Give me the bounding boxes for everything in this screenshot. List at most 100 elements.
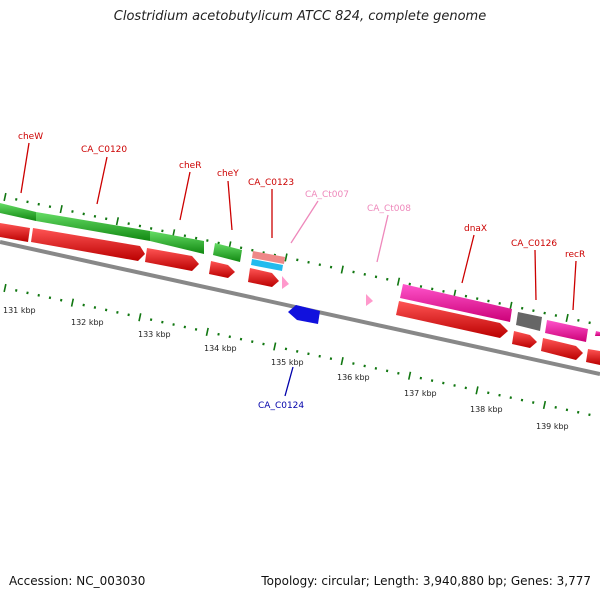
tick-mark (509, 396, 512, 400)
cds-arrow[interactable] (396, 301, 508, 338)
gene-CA_C0123-block[interactable] (252, 251, 285, 264)
tick-mark (116, 310, 119, 314)
tick-mark (565, 408, 569, 412)
tick-mark (217, 332, 220, 336)
cds-arrow[interactable] (31, 228, 145, 261)
tick-mark (442, 289, 445, 293)
tick-mark (295, 349, 299, 353)
tick-mark (15, 289, 18, 292)
summary-text: Topology: circular; Length: 3,940,880 bp… (261, 574, 591, 588)
tick-mark (396, 277, 401, 286)
cds-arrow[interactable] (248, 268, 279, 287)
cds-arrow[interactable] (209, 261, 235, 278)
tick-mark (37, 293, 40, 297)
gene-recR-block[interactable] (545, 320, 588, 342)
tick-mark (588, 413, 591, 417)
tick-mark (340, 357, 344, 366)
cds-arrow[interactable] (541, 338, 583, 360)
tick-mark (82, 303, 85, 307)
tick-mark (104, 308, 108, 312)
tick-mark (588, 321, 591, 325)
tick-mark (430, 287, 434, 291)
leader-line (179, 171, 191, 221)
tick-mark (520, 306, 524, 310)
leader-line (376, 214, 389, 263)
gene-label-cheY[interactable]: cheY (217, 169, 239, 179)
scale-label: 137 kbp (404, 389, 437, 398)
tick-mark (307, 352, 310, 356)
tick-mark (374, 275, 378, 279)
tick-mark (307, 260, 310, 264)
cds-arrow[interactable] (0, 223, 30, 242)
gene-label-recR[interactable]: recR (565, 250, 585, 260)
tick-mark (48, 296, 52, 300)
gene-label-CA_C0120[interactable]: CA_C0120 (81, 145, 127, 155)
gene-cheY-block[interactable] (213, 243, 242, 262)
tick-mark (104, 217, 108, 221)
gene-label-CA_Ct008[interactable]: CA_Ct008 (367, 204, 411, 214)
gene-label-CA_C0123[interactable]: CA_C0123 (248, 178, 294, 188)
tick-mark (577, 318, 580, 322)
tick-mark (37, 202, 40, 206)
tick-mark (127, 222, 130, 225)
gene-dnaX-block[interactable] (400, 284, 512, 322)
gene-CA_C0124-block[interactable] (288, 305, 320, 324)
tick-mark (3, 283, 7, 293)
gene-cheR-block[interactable] (150, 231, 204, 254)
tick-mark (532, 309, 535, 313)
gene-label-CA_Ct007[interactable]: CA_Ct007 (305, 190, 349, 200)
gene-label-cheR[interactable]: cheR (179, 161, 201, 171)
cds-arrow[interactable] (145, 248, 199, 271)
tick-mark (161, 320, 164, 324)
tick-mark (576, 410, 580, 414)
trna-CA_Ct007-marker[interactable] (282, 276, 289, 289)
tick-mark (194, 328, 198, 331)
leader-line (227, 180, 233, 231)
tick-mark (498, 302, 501, 305)
tick-mark (397, 371, 400, 375)
tick-mark (565, 313, 569, 323)
tick-mark (15, 198, 18, 201)
tick-mark (273, 342, 277, 351)
gene-cheW-block[interactable] (0, 203, 36, 221)
gene-label-dnaX[interactable]: dnaX (464, 224, 487, 234)
trna-CA_Ct008-marker[interactable] (366, 294, 373, 306)
tick-mark (329, 357, 333, 361)
tick-mark (352, 362, 355, 365)
tick-mark (542, 400, 547, 410)
scale-label: 133 kbp (138, 330, 171, 339)
tick-mark (82, 212, 85, 216)
gene-label-cheW[interactable]: cheW (18, 132, 43, 142)
tick-mark (93, 306, 97, 309)
tick-mark (386, 277, 389, 281)
tick-mark (26, 200, 29, 204)
tick-mark (239, 246, 243, 250)
tick-mark (59, 205, 63, 214)
cds-arrow[interactable] (586, 349, 600, 365)
tick-mark (205, 327, 209, 336)
tick-mark (520, 398, 524, 402)
tick-mark (115, 217, 120, 226)
gene-magenta-edge[interactable] (595, 331, 600, 336)
tick-mark (352, 270, 355, 274)
tick-mark (419, 285, 423, 288)
tick-mark (93, 214, 97, 218)
tick-mark (239, 337, 243, 341)
gene-CA_C0126-block[interactable] (516, 312, 542, 331)
cds-arrow[interactable] (512, 331, 537, 348)
tick-mark (475, 297, 479, 300)
tick-mark (363, 273, 366, 276)
gene-label-CA_C0126[interactable]: CA_C0126 (511, 239, 557, 249)
tick-mark (251, 340, 254, 343)
scale-label: 134 kbp (204, 344, 237, 353)
tick-mark (554, 314, 558, 317)
gene-CA_C0120-block[interactable] (36, 212, 150, 241)
scale-label: 131 kbp (3, 306, 36, 315)
scale-label: 138 kbp (470, 405, 503, 414)
tick-mark (228, 335, 232, 339)
tick-mark (183, 234, 187, 238)
tick-mark (284, 347, 288, 351)
gene-CA_C0123-cyan[interactable] (251, 259, 283, 271)
gene-label-CA_C0124[interactable]: CA_C0124 (258, 401, 304, 411)
